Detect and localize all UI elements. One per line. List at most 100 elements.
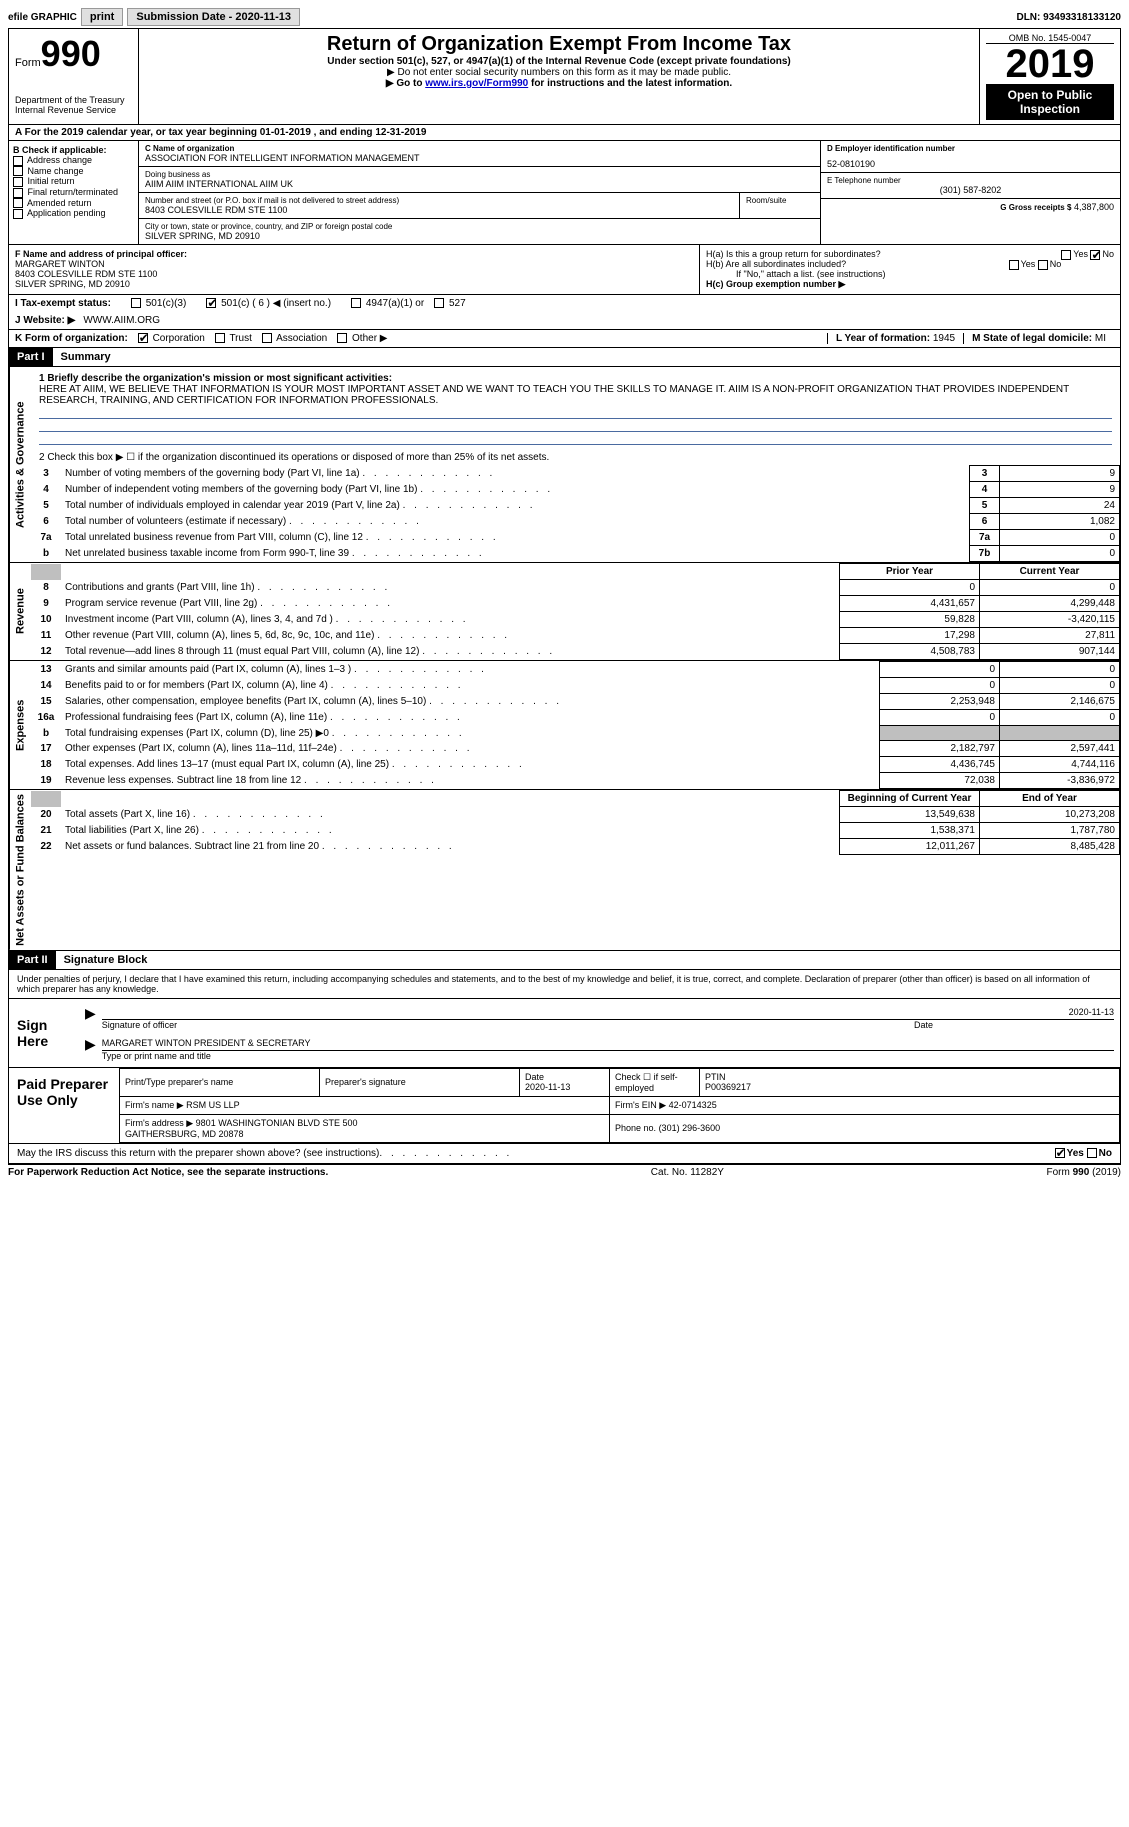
hb-note: If "No," attach a list. (see instruction… [706, 269, 1114, 279]
discuss-no-checkbox[interactable] [1087, 1148, 1097, 1158]
ha-yes-checkbox[interactable] [1061, 250, 1071, 260]
perjury-declaration: Under penalties of perjury, I declare th… [9, 970, 1120, 998]
footer-mid: Cat. No. 11282Y [651, 1167, 724, 1178]
dln-label: DLN: 93493318133120 [1016, 12, 1121, 23]
year-formed: 1945 [933, 333, 955, 344]
label-dba: Doing business as [145, 170, 814, 179]
signature-block: Under penalties of perjury, I declare th… [8, 970, 1121, 1164]
status-opt-1: 501(c) ( 6 ) ◀ (insert no.) [206, 298, 331, 309]
status-cb-1[interactable] [206, 298, 216, 308]
colb-checkbox[interactable] [13, 177, 23, 187]
korg-cb-1[interactable] [215, 333, 225, 343]
hb-no-checkbox[interactable] [1038, 260, 1048, 270]
label-phone: E Telephone number [827, 176, 1114, 185]
box-h: H(a) Is this a group return for subordin… [700, 245, 1120, 294]
officer-name: MARGARET WINTON [15, 259, 693, 269]
header-middle: Return of Organization Exempt From Incom… [139, 29, 980, 124]
colb-item: Amended return [13, 198, 134, 209]
korg-cb-0[interactable] [138, 333, 148, 343]
colb-checkbox[interactable] [13, 198, 23, 208]
check-self-employed: Check ☐ if self-employed [610, 1068, 700, 1096]
q1-block: 1 Briefly describe the organization's mi… [31, 367, 1120, 452]
ptin-value: P00369217 [705, 1082, 751, 1092]
top-toolbar: efile GRAPHIC print Submission Date - 20… [8, 8, 1121, 26]
vert-label-exp: Expenses [9, 661, 31, 789]
hb-yes-checkbox[interactable] [1009, 260, 1019, 270]
status-cb-0[interactable] [131, 298, 141, 308]
net-table: Beginning of Current YearEnd of Year20To… [31, 790, 1120, 855]
form-number: 990 [41, 33, 101, 74]
submission-date-button[interactable]: Submission Date - 2020-11-13 [127, 8, 300, 26]
paid-preparer-label: Paid Preparer Use Only [9, 1068, 119, 1143]
sig-date: 2020-11-13 [1069, 1007, 1114, 1017]
section-expenses: Expenses 13Grants and similar amounts pa… [8, 661, 1121, 790]
identity-grid: B Check if applicable: Address change Na… [8, 141, 1121, 245]
colb-item: Name change [13, 166, 134, 177]
colb-item: Initial return [13, 176, 134, 187]
org-name: ASSOCIATION FOR INTELLIGENT INFORMATION … [145, 153, 814, 163]
col-c-name: C Name of organization ASSOCIATION FOR I… [139, 141, 820, 244]
row-i-status: I Tax-exempt status: 501(c)(3) 501(c) ( … [8, 295, 1121, 312]
gross-value: 4,387,800 [1074, 202, 1114, 212]
part1-title: Summary [53, 348, 119, 366]
h-a-row: H(a) Is this a group return for subordin… [706, 249, 1114, 259]
box-f: F Name and address of principal officer:… [9, 245, 700, 294]
part1-label: Part I [9, 348, 53, 366]
officer-printed-name: MARGARET WINTON PRESIDENT & SECRETARY [102, 1036, 1114, 1051]
colb-checkbox[interactable] [13, 209, 23, 219]
phone-value: (301) 587-8202 [827, 185, 1114, 195]
korg-cb-2[interactable] [262, 333, 272, 343]
status-opt-3: 527 [434, 298, 465, 309]
row-klm: K Form of organization: Corporation Trus… [8, 330, 1121, 348]
footer-right: Form 990 (2019) [1047, 1167, 1121, 1178]
label-city: City or town, state or province, country… [145, 222, 814, 231]
korg-cb-3[interactable] [337, 333, 347, 343]
col-b-checkboxes: B Check if applicable: Address change Na… [9, 141, 139, 244]
label-prep-sig: Preparer's signature [320, 1068, 520, 1096]
colb-checkbox[interactable] [13, 166, 23, 176]
ein-value: 52-0810190 [827, 159, 1114, 169]
q1-text: HERE AT AIIM, WE BELIEVE THAT INFORMATIO… [39, 384, 1112, 406]
sign-here-fields: ▶ 2020-11-13 Signature of officerDate ▶ … [79, 999, 1120, 1067]
label-prep-name: Print/Type preparer's name [120, 1068, 320, 1096]
ha-no-checkbox[interactable] [1090, 250, 1100, 260]
note-goto: ▶ Go to www.irs.gov/Form990 for instruct… [145, 78, 973, 89]
part1-header-row: Part I Summary [8, 348, 1121, 367]
colb-item: Final return/terminated [13, 187, 134, 198]
print-button[interactable]: print [81, 8, 123, 26]
label-website: J Website: ▶ [15, 315, 75, 326]
part2-label: Part II [9, 951, 56, 969]
section-revenue: Revenue Prior YearCurrent Year8Contribut… [8, 563, 1121, 661]
header-left: Form990 Department of the Treasury Inter… [9, 29, 139, 124]
officer-addr1: 8403 COLESVILLE RDM STE 1100 [15, 269, 693, 279]
discuss-yes-checkbox[interactable] [1055, 1148, 1065, 1158]
section-activities-governance: Activities & Governance 1 Briefly descri… [8, 367, 1121, 563]
colb-checkbox[interactable] [13, 156, 23, 166]
header-right: OMB No. 1545-0047 2019 Open to Public In… [980, 29, 1120, 124]
firm-ein: 42-0714325 [669, 1100, 717, 1110]
q1-label: 1 Briefly describe the organization's mi… [39, 373, 1112, 384]
status-cb-2[interactable] [351, 298, 361, 308]
label-form-org: K Form of organization: [15, 333, 128, 344]
form-word: Form [15, 57, 41, 69]
note-ssn: ▶ Do not enter social security numbers o… [145, 67, 973, 78]
label-date: Date [914, 1020, 1114, 1030]
street-addr: 8403 COLESVILLE RDM STE 1100 [145, 205, 733, 215]
vert-label-rev: Revenue [9, 563, 31, 660]
label-officer: F Name and address of principal officer: [15, 249, 693, 259]
part2-header-row: Part II Signature Block [8, 951, 1121, 970]
page-footer: For Paperwork Reduction Act Notice, see … [8, 1164, 1121, 1178]
label-suite: Room/suite [746, 196, 814, 205]
col-b-header: B Check if applicable: [13, 145, 134, 155]
colb-item: Application pending [13, 208, 134, 219]
label-printed-name: Type or print name and title [102, 1051, 1114, 1061]
status-cb-3[interactable] [434, 298, 444, 308]
discuss-label: May the IRS discuss this return with the… [17, 1148, 379, 1159]
footer-left: For Paperwork Reduction Act Notice, see … [8, 1167, 328, 1178]
colb-checkbox[interactable] [13, 188, 23, 198]
status-opt-2: 4947(a)(1) or [351, 298, 424, 309]
city-value: SILVER SPRING, MD 20910 [145, 231, 814, 241]
irs-link[interactable]: www.irs.gov/Form990 [425, 78, 528, 89]
officer-group-row: F Name and address of principal officer:… [8, 245, 1121, 295]
form-header: Form990 Department of the Treasury Inter… [8, 28, 1121, 125]
